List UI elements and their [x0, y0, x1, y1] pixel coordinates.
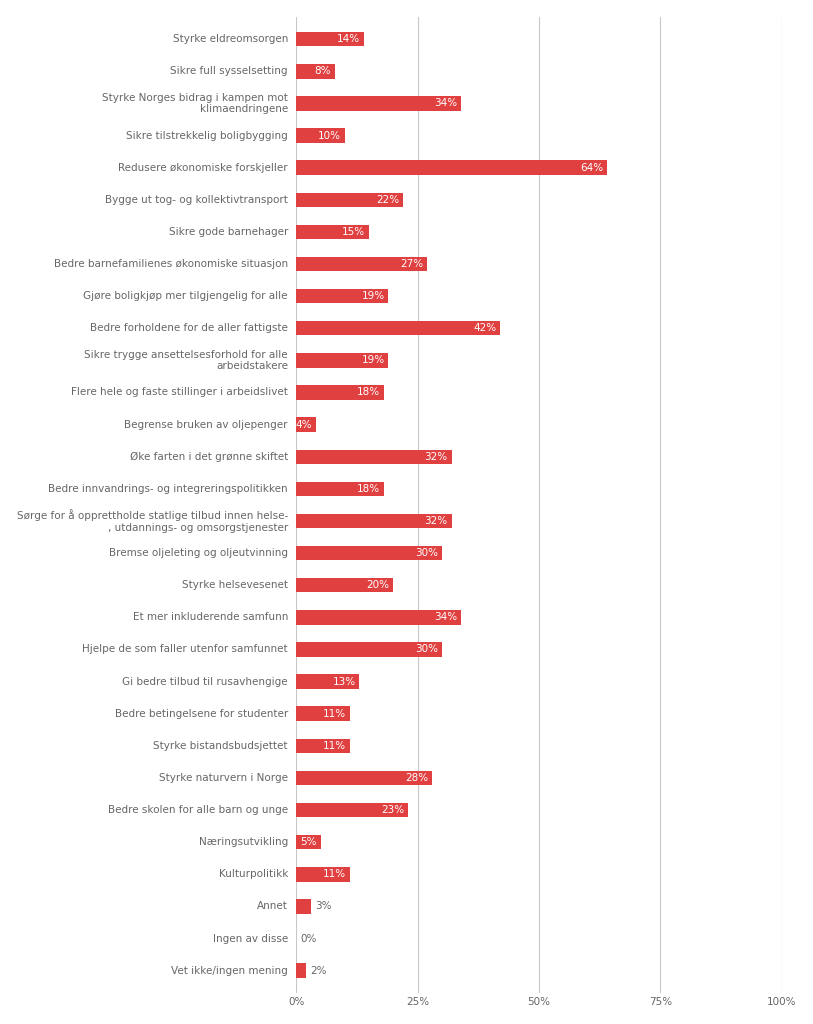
Text: 30%: 30% — [415, 644, 438, 654]
Bar — [296, 578, 393, 593]
Bar — [296, 450, 451, 464]
Text: 13%: 13% — [333, 677, 355, 686]
Bar — [296, 224, 369, 240]
Text: 32%: 32% — [424, 452, 448, 462]
Text: 11%: 11% — [323, 740, 346, 751]
Text: 4%: 4% — [295, 420, 311, 430]
Bar — [296, 675, 359, 689]
Text: 0%: 0% — [300, 934, 316, 943]
Text: 18%: 18% — [357, 484, 380, 494]
Bar — [296, 803, 408, 817]
Bar — [296, 257, 428, 271]
Text: 19%: 19% — [362, 355, 385, 366]
Bar — [296, 835, 320, 850]
Bar — [296, 65, 335, 79]
Bar — [296, 964, 306, 978]
Text: 23%: 23% — [380, 805, 404, 815]
Text: 11%: 11% — [323, 709, 346, 719]
Text: 2%: 2% — [310, 966, 326, 976]
Bar — [296, 707, 350, 721]
Text: 19%: 19% — [362, 291, 385, 301]
Text: 18%: 18% — [357, 387, 380, 397]
Text: 14%: 14% — [337, 34, 360, 44]
Text: 27%: 27% — [400, 259, 424, 269]
Bar — [296, 481, 384, 496]
Text: 22%: 22% — [376, 195, 399, 205]
Bar — [296, 96, 461, 111]
Text: 10%: 10% — [318, 130, 341, 140]
Text: 3%: 3% — [315, 901, 331, 911]
Bar — [296, 546, 441, 560]
Text: 30%: 30% — [415, 548, 438, 558]
Text: 20%: 20% — [367, 581, 389, 590]
Bar — [296, 289, 389, 303]
Text: 11%: 11% — [323, 869, 346, 880]
Bar — [296, 867, 350, 882]
Text: 15%: 15% — [342, 227, 365, 237]
Bar — [296, 321, 500, 336]
Text: 28%: 28% — [405, 773, 428, 783]
Text: 42%: 42% — [473, 324, 496, 333]
Bar — [296, 418, 315, 432]
Bar — [296, 642, 441, 656]
Bar — [296, 514, 451, 528]
Bar — [296, 32, 364, 46]
Text: 34%: 34% — [434, 612, 458, 623]
Bar — [296, 385, 384, 399]
Bar — [296, 738, 350, 753]
Bar — [296, 161, 606, 175]
Text: 34%: 34% — [434, 98, 458, 109]
Bar — [296, 353, 389, 368]
Text: 64%: 64% — [580, 163, 603, 173]
Bar — [296, 899, 311, 913]
Bar — [296, 128, 345, 142]
Bar — [296, 193, 403, 207]
Text: 32%: 32% — [424, 516, 448, 526]
Bar — [296, 771, 433, 785]
Bar — [296, 610, 461, 625]
Text: 8%: 8% — [315, 67, 331, 76]
Text: 5%: 5% — [300, 838, 316, 847]
